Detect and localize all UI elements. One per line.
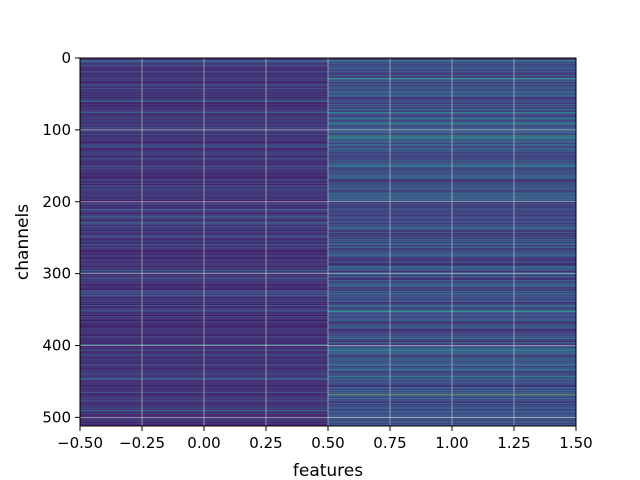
y-tick-label: 0 [61, 49, 71, 67]
y-axis: 0 100 200 300 400 500 [42, 49, 80, 426]
x-tick-label: 1.25 [497, 434, 530, 452]
x-tick-label: 0.75 [373, 434, 406, 452]
y-tick-label: 200 [42, 193, 71, 211]
x-tick-label: 0.50 [311, 434, 344, 452]
y-tick-label: 500 [42, 408, 71, 426]
y-tick-label: 300 [42, 265, 71, 283]
x-tick-label: 0.25 [249, 434, 282, 452]
y-tick-label: 400 [42, 337, 71, 355]
x-tick-label: −0.50 [57, 434, 103, 452]
x-tick-label: 1.00 [435, 434, 468, 452]
x-tick-label: 1.50 [559, 434, 592, 452]
x-axis-label: features [293, 461, 363, 480]
y-axis-label: channels [13, 204, 33, 280]
x-tick-label: −0.25 [119, 434, 165, 452]
x-tick-label: 0.00 [187, 434, 220, 452]
x-axis: −0.50 −0.25 0.00 0.25 0.50 0.75 1.00 1.25 1.50 [57, 426, 593, 452]
y-tick-label: 100 [42, 121, 71, 139]
